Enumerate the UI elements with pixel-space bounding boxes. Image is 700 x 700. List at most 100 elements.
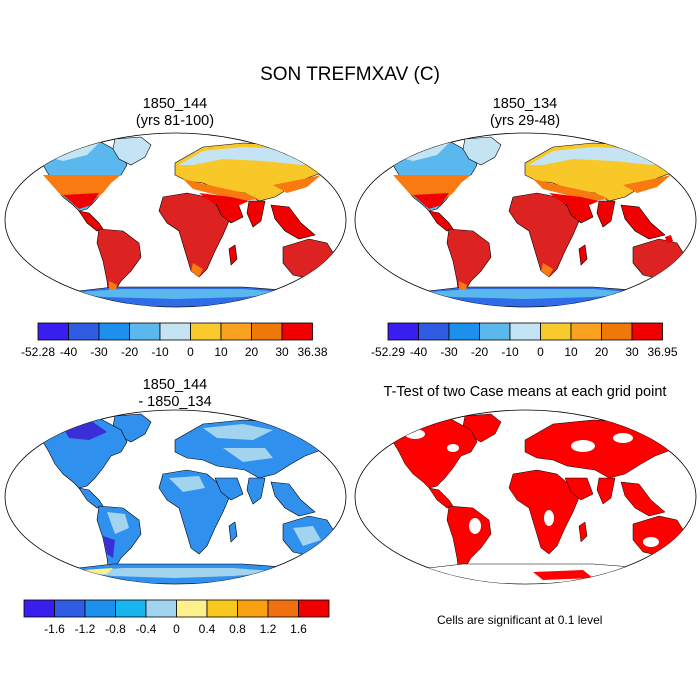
colorbar-box [115,599,147,618]
southeast-asia-land [620,204,666,240]
panel-title-line2: (yrs 81-100) [135,113,215,129]
colorbar-box [479,322,511,341]
panel-title-line1: 1850_144 [142,96,208,112]
central-america-land [78,210,104,232]
greenland-land [112,136,152,166]
madagascar-land [578,521,588,543]
india-land [246,200,266,228]
colorbar-1850-134: -52.29 -40 -30 -20 -10 0 10 20 30 36.95 [371,322,678,359]
colorbar-tick-label: -10 [501,345,519,359]
amazon-light-patch [107,512,129,534]
colorbar-tick-label: -52.28 [21,345,55,359]
colorbar-tick-label: 0.8 [229,622,246,636]
madagascar-land [228,244,238,266]
panel-title-line1: 1850_144 [142,377,208,393]
antarctica-light-patch [73,568,283,578]
colorbar-box [631,322,663,341]
colorbar-box [220,322,252,341]
north-america-warm-band [393,175,471,203]
north-america-warm-band [43,175,121,203]
colorbar-box [145,599,177,618]
colorbar-tick-label: 10 [214,345,228,359]
colorbar-box [601,322,633,341]
colorbar-difference: -1.6 -1.2 -0.8 -0.4 0 0.4 0.8 1.2 1.6 [23,599,330,636]
central-asia-light-patch [223,448,273,462]
south-america-land [446,228,492,298]
colorbar-box [159,322,191,341]
arabia-land [214,477,244,501]
central-america-land [428,210,454,232]
madagascar-land [578,244,588,266]
colorbar-box [267,599,299,618]
colorbar-box [298,599,330,618]
colorbar-tick-label: -20 [121,345,139,359]
colorbar-tick-label: -10 [151,345,169,359]
colorbar-box [129,322,161,341]
south-africa-warm-band [191,263,203,277]
colorbar-tick-label: -40 [410,345,428,359]
colorbar-box [54,599,86,618]
colorbar-tick-label: 20 [595,345,609,359]
colorbar-tick-label: 0.4 [199,622,216,636]
main-title: SON TREFMXAV (C) [260,64,440,85]
antarctica-significant-patch [533,570,593,580]
colorbar-box [84,599,116,618]
colorbar-tick-label: 30 [275,345,289,359]
colorbar-tick-label: -1.6 [44,622,65,636]
colorbar-box [37,322,69,341]
colorbar-tick-label: 30 [625,345,639,359]
east-asia-warm-band [273,175,321,193]
central-america-land [428,487,454,509]
australia-light-patch [293,526,321,546]
colorbar-box [281,322,313,341]
colorbar-tick-label: -1.2 [75,622,96,636]
antarctica-coast-band [63,289,293,299]
panel-title-line2: - 1850_134 [138,394,212,410]
colorbar-box [190,322,222,341]
panel-title-line2: (yrs 29-48) [489,113,561,129]
siberia-light-patch [203,424,273,440]
africa-land [158,469,230,555]
south-eurasia-warm-band [183,179,259,201]
colorbar-box [251,322,283,341]
insignificant-area [469,518,481,534]
north-america-hot-band [413,193,449,209]
colorbar-box [448,322,480,341]
insignificant-area [544,510,554,526]
colorbar-tick-label: 1.2 [260,622,277,636]
south-america-land [96,505,142,575]
colorbar-box [23,599,55,618]
antarctica-coast-band [413,289,643,299]
colorbar-tick-label: 20 [245,345,259,359]
colorbar-box [206,599,238,618]
panel-title-1850-134: 1850_134 (yrs 29-48) [375,96,675,130]
colorbar-tick-label: 36.95 [647,345,677,359]
insignificant-area [447,444,459,452]
colorbar-tick-label: -30 [440,345,458,359]
colorbar-box [570,322,602,341]
panel-title-line1: 1850_134 [492,96,558,112]
colorbar-tick-label: 1.6 [290,622,307,636]
colorbar-tick-label: -40 [60,345,78,359]
mideast-hot-band [199,193,249,207]
significance-note: Cells are significant at 0.1 level [437,613,603,627]
colorbar-box [540,322,572,341]
southeast-asia-land [620,481,666,517]
india-land [596,200,616,228]
north-america-hot-band [63,193,99,209]
insignificant-area [571,440,595,452]
colorbar-tick-label: -20 [471,345,489,359]
colorbar-tick-label: 0 [537,345,544,359]
colorbar-tick-label: -30 [90,345,108,359]
india-land [596,477,616,505]
colorbar-tick-label: 0 [173,622,180,636]
colorbar-box [98,322,130,341]
southeast-asia-land [270,481,316,517]
insignificant-area [405,429,425,439]
southeast-asia-land [270,204,316,240]
colorbar-box [418,322,450,341]
south-africa-warm-band [541,263,553,277]
panel-title-ttest: T-Test of two Case means at each grid po… [350,384,700,401]
insignificant-area [643,537,659,547]
colorbar-tick-label: 10 [564,345,578,359]
